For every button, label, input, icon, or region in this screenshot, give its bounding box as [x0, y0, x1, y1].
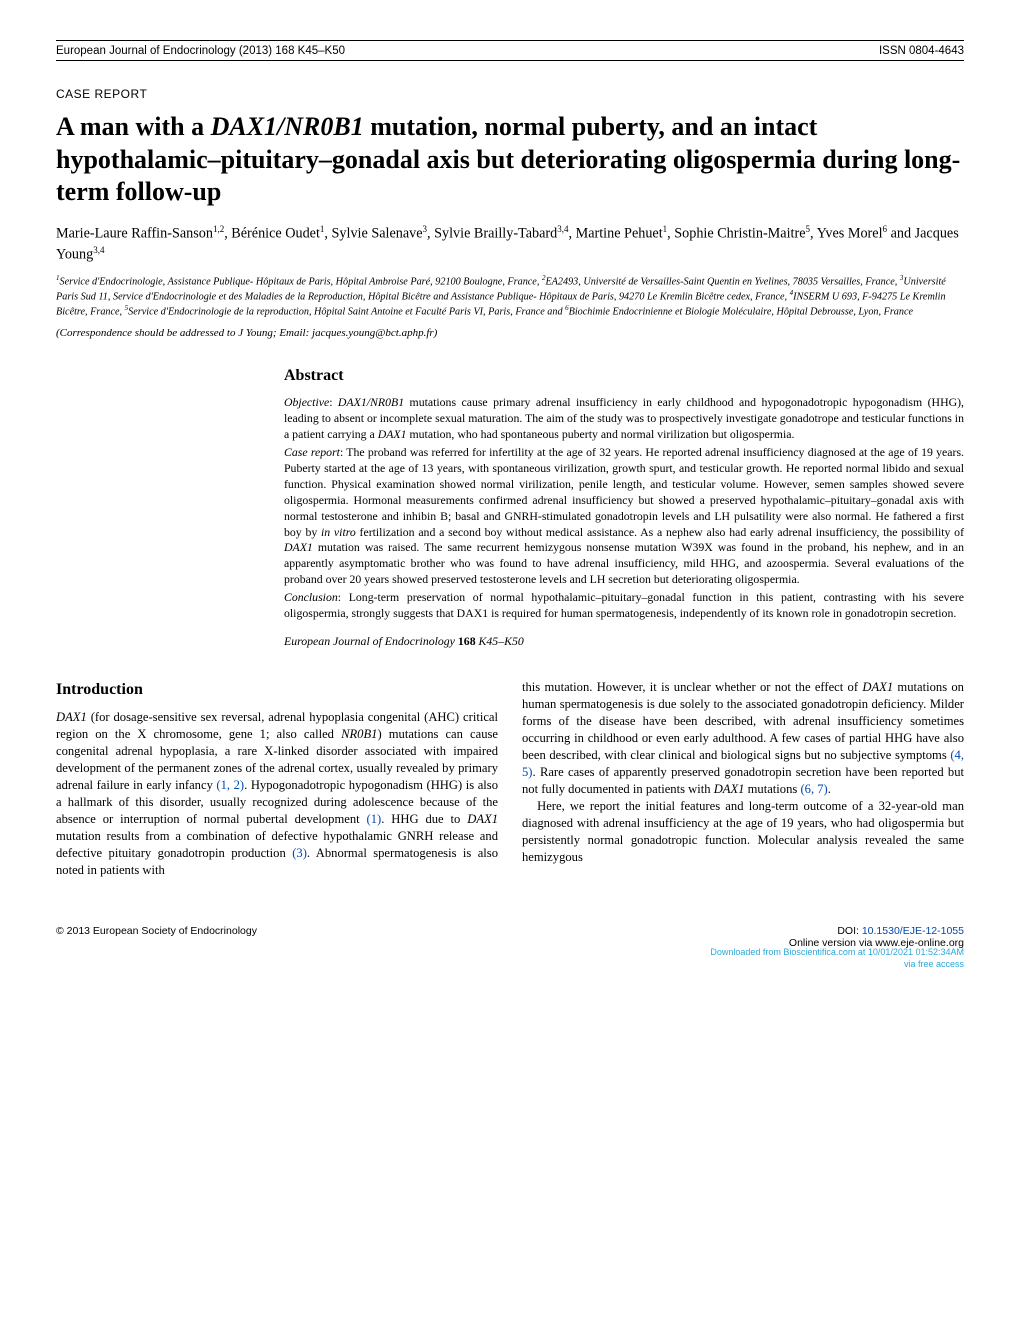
author-list: Marie-Laure Raffin-Sanson1,2, Bérénice O… — [56, 223, 964, 266]
correspondence: (Correspondence should be addressed to J… — [56, 327, 964, 339]
body-columns: Introduction DAX1 (for dosage-sensitive … — [56, 679, 964, 879]
top-rule — [56, 40, 964, 41]
intro-text-left: DAX1 (for dosage-sensitive sex reversal,… — [56, 709, 498, 879]
copyright: © 2013 European Society of Endocrinology — [56, 925, 257, 949]
page-footer: © 2013 European Society of Endocrinology… — [56, 925, 964, 949]
footer-right: DOI: 10.1530/EJE-12-1055 Online version … — [789, 925, 964, 949]
affiliations: 1Service d'Endocrinologie, Assistance Pu… — [56, 274, 964, 319]
section-label: CASE REPORT — [56, 87, 964, 101]
download-line1: Downloaded from Bioscientifica.com at 10… — [710, 947, 964, 959]
column-left: Introduction DAX1 (for dosage-sensitive … — [56, 679, 498, 879]
abstract-objective: Objective: DAX1/NR0B1 mutations cause pr… — [284, 395, 964, 443]
journal-issue: European Journal of Endocrinology (2013)… — [56, 45, 345, 57]
introduction-heading: Introduction — [56, 679, 498, 701]
article-title: A man with a DAX1/NR0B1 mutation, normal… — [56, 111, 964, 209]
issn: ISSN 0804-4643 — [879, 45, 964, 57]
abstract-case-report: Case report: The proband was referred fo… — [284, 445, 964, 588]
header-rule — [56, 60, 964, 61]
abstract-conclusion: Conclusion: Long-term preservation of no… — [284, 590, 964, 622]
page: European Journal of Endocrinology (2013)… — [0, 0, 1020, 979]
doi-label: DOI: — [837, 925, 862, 937]
doi-line: DOI: 10.1530/EJE-12-1055 — [789, 925, 964, 937]
doi-link[interactable]: 10.1530/EJE-12-1055 — [862, 925, 964, 937]
abstract-block: Abstract Objective: DAX1/NR0B1 mutations… — [284, 367, 964, 649]
column-right: this mutation. However, it is unclear wh… — [522, 679, 964, 879]
download-watermark: Downloaded from Bioscientifica.com at 10… — [710, 947, 964, 970]
intro-text-right: this mutation. However, it is unclear wh… — [522, 679, 964, 866]
journal-reference: European Journal of Endocrinology 168 K4… — [284, 634, 964, 649]
download-line2: via free access — [710, 959, 964, 971]
running-header: European Journal of Endocrinology (2013)… — [56, 45, 964, 57]
abstract-heading: Abstract — [284, 367, 964, 385]
